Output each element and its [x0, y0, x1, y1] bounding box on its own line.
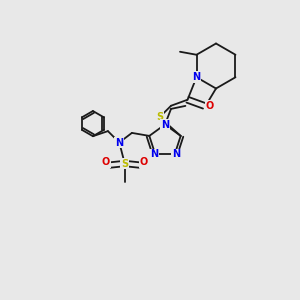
Text: N: N — [115, 137, 123, 148]
Text: N: N — [193, 72, 201, 82]
Text: N: N — [161, 119, 169, 130]
Text: S: S — [121, 158, 128, 169]
Text: O: O — [140, 157, 148, 167]
Text: N: N — [172, 149, 180, 159]
Text: S: S — [156, 112, 163, 122]
Text: O: O — [205, 101, 214, 111]
Text: O: O — [102, 157, 110, 167]
Text: N: N — [150, 149, 158, 159]
